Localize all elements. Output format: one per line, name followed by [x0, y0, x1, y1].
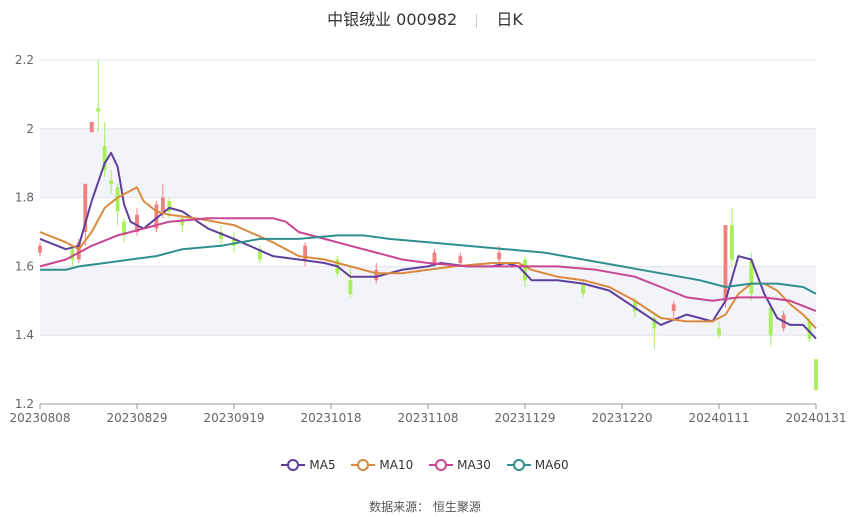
candle-body: [633, 300, 637, 312]
x-tick-label: 20231018: [300, 411, 361, 425]
candle-body: [38, 245, 42, 253]
x-tick-label: 20240131: [785, 411, 846, 425]
series-line-ma5: [39, 151, 817, 340]
candle-body: [89, 121, 94, 133]
y-tick-label: 1.4: [15, 328, 34, 342]
candle-body: [70, 249, 75, 260]
period-label: 日K: [496, 10, 523, 29]
candle-body: [115, 187, 120, 212]
series-line-ma10: [39, 186, 817, 329]
candle-body: [717, 328, 721, 336]
candle-body: [458, 256, 463, 263]
candle-body: [432, 252, 437, 263]
legend-item-ma5[interactable]: MA5: [281, 458, 336, 472]
y-tick-label: 1.2: [15, 397, 34, 411]
candle-body: [581, 283, 586, 294]
series-line-ma60: [40, 234, 817, 295]
legend-item-ma10[interactable]: MA10: [351, 458, 413, 472]
candle-body: [723, 225, 728, 301]
data-source: 数据来源： 恒生聚源: [369, 500, 481, 514]
legend-item-ma30[interactable]: MA30: [429, 458, 491, 472]
x-tick-label: 20230829: [106, 411, 167, 425]
candle-body: [109, 180, 114, 184]
legend-label-ma30: MA30: [457, 458, 491, 472]
legend-item-ma60[interactable]: MA60: [506, 458, 569, 472]
candle-body: [135, 214, 139, 232]
y-tick-label: 2.2: [15, 53, 34, 67]
candle-body: [83, 183, 88, 232]
candle-body: [96, 108, 101, 112]
x-tick-label: 20231220: [591, 411, 652, 425]
candle-body: [219, 232, 223, 239]
title-divider: [476, 13, 478, 28]
x-tick-label: 20230919: [203, 411, 264, 425]
candle-body: [167, 201, 172, 212]
candle-body: [730, 225, 734, 260]
legend-label-ma5: MA5: [309, 458, 336, 472]
candle-body: [257, 249, 262, 260]
x-tick-label: 20230808: [9, 411, 70, 425]
candle-body: [374, 269, 379, 281]
y-tick-label: 1.6: [15, 259, 34, 273]
grid-band: [40, 266, 816, 336]
legend-label-ma60: MA60: [534, 458, 569, 472]
candle-body: [671, 304, 676, 312]
candle-body: [768, 307, 773, 336]
legend-swatch-ma10: [351, 458, 376, 472]
candle-body: [76, 242, 81, 260]
candle-body: [652, 318, 657, 329]
candle-body: [497, 252, 502, 260]
legend-swatch-ma30: [429, 458, 454, 472]
candle-body: [160, 197, 165, 212]
candle-body: [232, 238, 236, 246]
candle-body: [154, 204, 159, 229]
candlestick-chart: 1.2 1.4 1.6 1.8 2 2.2 20230808 20230829 20230919…: [9, 53, 846, 425]
chart-title: 中银绒业 000982 日K: [0, 6, 850, 30]
candle-body: [523, 259, 527, 281]
candle-body: [303, 245, 308, 260]
x-tick-label: 20240111: [688, 411, 749, 425]
series-line-ma30: [39, 217, 817, 313]
y-tick-label: 1.8: [15, 191, 34, 205]
candle-body: [102, 146, 107, 171]
candle-body: [807, 321, 812, 339]
legend-swatch-ma5: [281, 458, 306, 472]
candle-body: [348, 280, 353, 294]
candle-body: [180, 218, 185, 226]
stock-name: 中银绒业 000982: [327, 10, 458, 29]
legend-label-ma10: MA10: [379, 458, 414, 472]
grid-band: [40, 128, 816, 198]
candle-body: [749, 259, 754, 294]
y-tick-label: 2: [26, 122, 34, 136]
x-tick-label: 20231108: [397, 411, 458, 425]
candle-body: [814, 359, 818, 391]
x-tick-label: 20231129: [494, 411, 555, 425]
legend-swatch-ma60: [506, 458, 531, 472]
candle-body: [122, 221, 126, 236]
legend: MA5 MA10 MA30 MA60: [0, 458, 850, 475]
